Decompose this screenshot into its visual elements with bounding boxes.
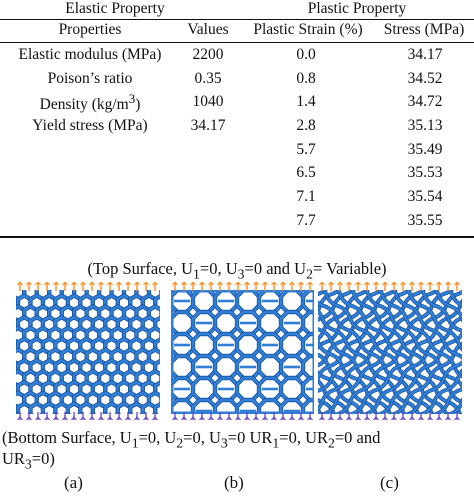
chiral-lattice-figure: [318, 281, 462, 421]
top-load-arrows: [17, 281, 158, 291]
plastic-strain-value: 0.0: [296, 45, 316, 63]
property-name: Elastic modulus (MPa): [18, 45, 162, 63]
bottom-support-markers: [172, 412, 313, 421]
table-bottom-rule: [0, 236, 474, 238]
header-underline: [0, 19, 474, 20]
panel-label-b: (b): [224, 473, 244, 492]
property-name: Density (kg/m3): [39, 90, 141, 113]
bottom-surface-caption-line1: (Bottom Surface, U1=0, U2=0, U3=0 UR1=0,…: [2, 428, 381, 451]
top-load-arrows: [172, 281, 313, 291]
elastic-property-header: Elastic Property: [65, 0, 165, 17]
stress-value: 35.13: [407, 116, 443, 134]
plastic-strain-value: 7.1: [296, 187, 316, 205]
plastic-property-header: Plastic Property: [307, 0, 407, 17]
table-row: 7.1 35.54: [0, 185, 474, 209]
bottom-surface-caption-line2: UR3=0): [2, 449, 55, 472]
table-row: 5.7 35.49: [0, 138, 474, 162]
table-row: Yield stress (MPa) 34.17 2.8 35.13: [0, 114, 474, 138]
property-value: [180, 161, 236, 185]
plastic-strain-value: 2.8: [296, 116, 316, 134]
plastic-strain-value: 6.5: [296, 164, 316, 182]
col-header-plastic-strain: Plastic Strain (%): [253, 21, 363, 38]
property-value: 0.35: [194, 69, 222, 87]
lattice-panel-b: [167, 281, 319, 422]
property-name: Yield stress (MPa): [32, 116, 148, 134]
column-header-row: Properties Values Plastic Strain (%) Str…: [0, 21, 474, 43]
property-value: [180, 138, 236, 162]
table-row: 6.5 35.53: [0, 161, 474, 185]
lattice-panel-a: [12, 281, 164, 422]
stress-value: 34.72: [407, 93, 443, 111]
lattice-panel-c: [314, 281, 466, 422]
column-header-underline: [0, 42, 474, 43]
stress-value: 34.52: [407, 69, 443, 87]
panel-label-c: (c): [380, 473, 399, 492]
col-header-stress: Stress (MPa): [383, 21, 465, 38]
property-name: [0, 185, 180, 209]
col-header-values: Values: [187, 21, 229, 38]
property-name: Poison’s ratio: [47, 69, 133, 87]
top-load-arrows: [319, 281, 460, 291]
top-surface-caption: (Top Surface, U1=0, U3=0 and U2= Variabl…: [87, 259, 387, 282]
property-value: 1040: [192, 93, 224, 111]
stress-value: 35.55: [407, 211, 443, 229]
stress-value: 34.17: [407, 45, 443, 63]
polygonal-lattice-figure: [171, 281, 315, 421]
stress-value: 35.49: [407, 140, 443, 158]
property-name: [0, 209, 180, 233]
plastic-strain-value: 1.4: [296, 93, 316, 111]
property-value: 2200: [192, 45, 224, 63]
stress-value: 35.54: [407, 187, 443, 205]
table-row: 7.7 35.55: [0, 209, 474, 233]
bottom-support-markers: [319, 412, 460, 421]
bottom-support-markers: [17, 412, 158, 421]
plastic-strain-value: 0.8: [296, 69, 316, 87]
properties-table: Elastic modulus (MPa) 2200 0.0 34.17 Poison’…: [0, 43, 474, 233]
stress-value: 35.53: [407, 164, 443, 182]
col-header-properties: Properties: [58, 21, 122, 38]
property-value: 34.17: [190, 116, 226, 134]
plastic-strain-value: 5.7: [296, 140, 316, 158]
table-row: Density (kg/m3) 1040 1.4 34.72: [0, 90, 474, 114]
table-row: Elastic modulus (MPa) 2200 0.0 34.17: [0, 43, 474, 67]
table-row: Poison’s ratio 0.35 0.8 34.52: [0, 67, 474, 91]
property-name: [0, 138, 180, 162]
property-value: [180, 185, 236, 209]
hexagonal-lattice-figure: [16, 281, 160, 421]
panel-label-a: (a): [64, 473, 83, 492]
property-value: [180, 209, 236, 233]
plastic-strain-value: 7.7: [296, 211, 316, 229]
property-name: [0, 161, 180, 185]
group-header-row: Elastic Property Plastic Property: [0, 0, 474, 22]
